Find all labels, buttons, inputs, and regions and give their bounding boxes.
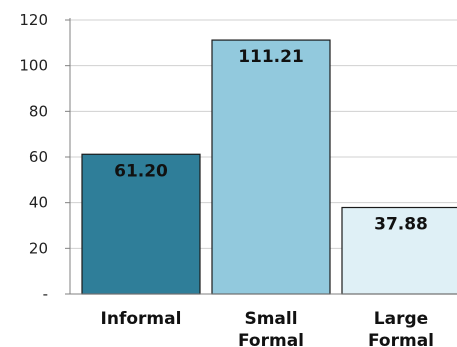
data-label: 61.20 bbox=[114, 161, 168, 181]
data-label: 111.21 bbox=[238, 47, 304, 67]
y-tick-label: 100 bbox=[19, 57, 48, 75]
bar bbox=[81, 153, 201, 295]
category-labels: Informal Small Formal Large Formal bbox=[101, 309, 434, 347]
bar bbox=[341, 206, 457, 295]
bars bbox=[81, 39, 457, 295]
category-label: Formal bbox=[368, 331, 434, 347]
y-tick-label: 20 bbox=[29, 239, 48, 257]
bar bbox=[211, 39, 331, 295]
y-tick-label: - bbox=[43, 285, 48, 303]
category-label: Informal bbox=[101, 309, 182, 329]
category-label: Large bbox=[374, 309, 428, 329]
data-label: 37.88 bbox=[374, 215, 428, 235]
y-tick-label: 40 bbox=[29, 194, 48, 212]
y-tick-label: 120 bbox=[19, 11, 48, 29]
data-labels: 61.20 111.21 37.88 bbox=[114, 47, 428, 234]
axes bbox=[69, 18, 457, 295]
y-tick-label: 60 bbox=[29, 148, 48, 166]
category-label: Small bbox=[244, 309, 297, 329]
y-axis-ticks: - 20 40 60 80 100 120 bbox=[19, 11, 70, 303]
y-tick-label: 80 bbox=[29, 102, 48, 120]
category-label: Formal bbox=[238, 331, 304, 347]
